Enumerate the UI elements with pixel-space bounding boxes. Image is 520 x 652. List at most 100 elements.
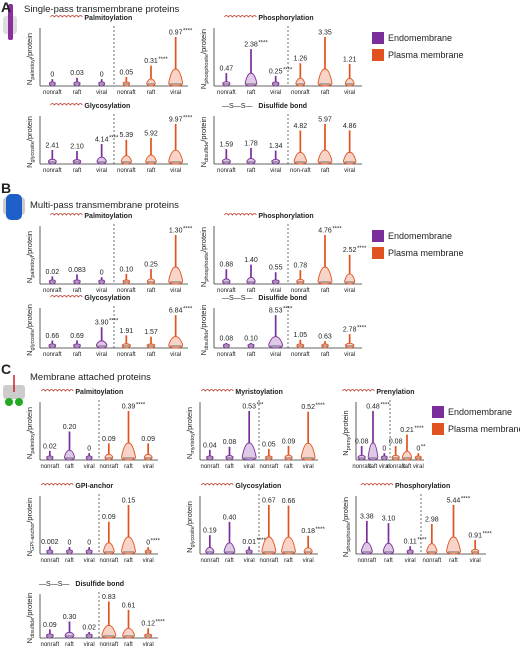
violin (205, 535, 215, 555)
violin (401, 434, 413, 461)
modification-icon (201, 389, 234, 392)
x-tick-label: raft (147, 288, 156, 294)
significance-stars: **** (109, 319, 119, 325)
x-tick-label: viral (143, 464, 154, 470)
x-tick-label: nonraft (40, 464, 59, 470)
violin (120, 139, 132, 165)
x-tick-label: nonraft (217, 288, 236, 294)
value-label: 0.91 (468, 532, 482, 539)
x-tick-label: nonraft (43, 352, 62, 358)
value-label: 9.97 (169, 116, 183, 123)
panel-letter: B (1, 180, 11, 196)
violin (46, 450, 54, 461)
y-axis-label: Nphosphosite/protein (199, 29, 210, 89)
x-tick-label: raft (449, 558, 458, 564)
significance-stars: **** (380, 402, 390, 408)
violin (284, 445, 293, 461)
value-label: 5.39 (120, 132, 134, 139)
violin (98, 277, 106, 285)
value-label: 0.78 (294, 263, 308, 270)
violin (121, 335, 131, 349)
violin (73, 274, 81, 285)
violin (121, 504, 136, 555)
x-tick-label: viral (270, 352, 281, 358)
value-label: 2.41 (46, 142, 60, 149)
value-label: 0.63 (318, 334, 332, 341)
x-tick-label: viral (170, 168, 181, 174)
violin (293, 130, 308, 165)
chart-title: Disulfide bond (258, 103, 307, 110)
value-label: 0.02 (43, 443, 57, 450)
value-label: 4.14 (95, 136, 109, 143)
violin (122, 273, 131, 285)
x-tick-label: raft (73, 90, 82, 96)
violin (271, 150, 281, 165)
violin (101, 601, 117, 639)
violin (321, 341, 329, 349)
y-label-rest: /protein (199, 305, 208, 330)
value-label: 0.25 (144, 261, 158, 268)
legend-label: Plasma membrane (388, 50, 464, 60)
value-label: 0.08 (389, 439, 403, 446)
value-label: 0.47 (220, 66, 234, 73)
violin (146, 65, 156, 87)
value-label: 0 (87, 540, 91, 547)
violin (168, 315, 184, 349)
value-label: 2.98 (425, 516, 439, 523)
x-tick-label: viral (84, 464, 95, 470)
x-tick-label: raft (247, 90, 256, 96)
modification-icon (50, 15, 83, 18)
value-label: 0.21 (400, 427, 414, 434)
value-label: 0.08 (355, 439, 369, 446)
violin (265, 449, 273, 461)
violin (244, 49, 258, 87)
y-label-sub: myristoyl (190, 432, 196, 454)
value-label: 4.76 (318, 227, 332, 234)
value-label: 0 (382, 446, 386, 453)
x-tick-label: viral (413, 464, 424, 470)
x-tick-label: viral (344, 90, 355, 96)
x-tick-label: nonraft (217, 352, 236, 358)
y-axis-label: Nglycosite/protein (25, 304, 36, 356)
value-label: 0.09 (102, 436, 116, 443)
y-axis-label: Nphosphosite/protein (199, 227, 210, 287)
y-label-n: N (199, 350, 208, 355)
y-label-rest: /protein (25, 33, 34, 58)
x-tick-label: nonraft (217, 90, 236, 96)
significance-stars: **** (414, 426, 424, 432)
x-tick-label: raft (124, 558, 133, 564)
violin (223, 521, 236, 555)
y-label-rest: /protein (25, 304, 34, 329)
y-label-sub: palmitoyl (30, 432, 36, 454)
icon-label: —S—S— (222, 295, 252, 302)
violin (96, 144, 107, 165)
violin (271, 75, 280, 87)
x-tick-label: viral (96, 90, 107, 96)
y-label-n: N (25, 278, 34, 283)
value-label: 0.66 (282, 498, 296, 505)
x-tick-label: raft (321, 288, 330, 294)
value-label: 2.38 (244, 42, 258, 49)
significance-stars: **** (183, 307, 193, 313)
value-label: 0.09 (102, 514, 116, 521)
x-tick-label: raft (321, 168, 330, 174)
x-tick-label: raft (65, 642, 74, 648)
value-label: 1.40 (244, 257, 258, 264)
legend-label: Endomembrane (388, 33, 452, 43)
violin (471, 540, 480, 555)
significance-stars: **** (332, 226, 342, 232)
x-tick-label: viral (143, 558, 154, 564)
value-label: 0.09 (43, 622, 57, 629)
value-label: 3.90 (95, 320, 109, 327)
x-tick-label: viral (344, 168, 355, 174)
x-tick-label: raft (147, 168, 156, 174)
y-label-rest: /protein (341, 497, 350, 522)
y-label-rest: /protein (185, 501, 194, 526)
significance-stars: **** (136, 402, 146, 408)
protein-cartoon (3, 4, 25, 406)
chart-title: Palmitoylation (84, 15, 132, 22)
violin (222, 269, 231, 285)
x-tick-label: raft (147, 90, 156, 96)
significance-stars: **** (109, 135, 119, 141)
y-label-n: N (25, 351, 34, 356)
